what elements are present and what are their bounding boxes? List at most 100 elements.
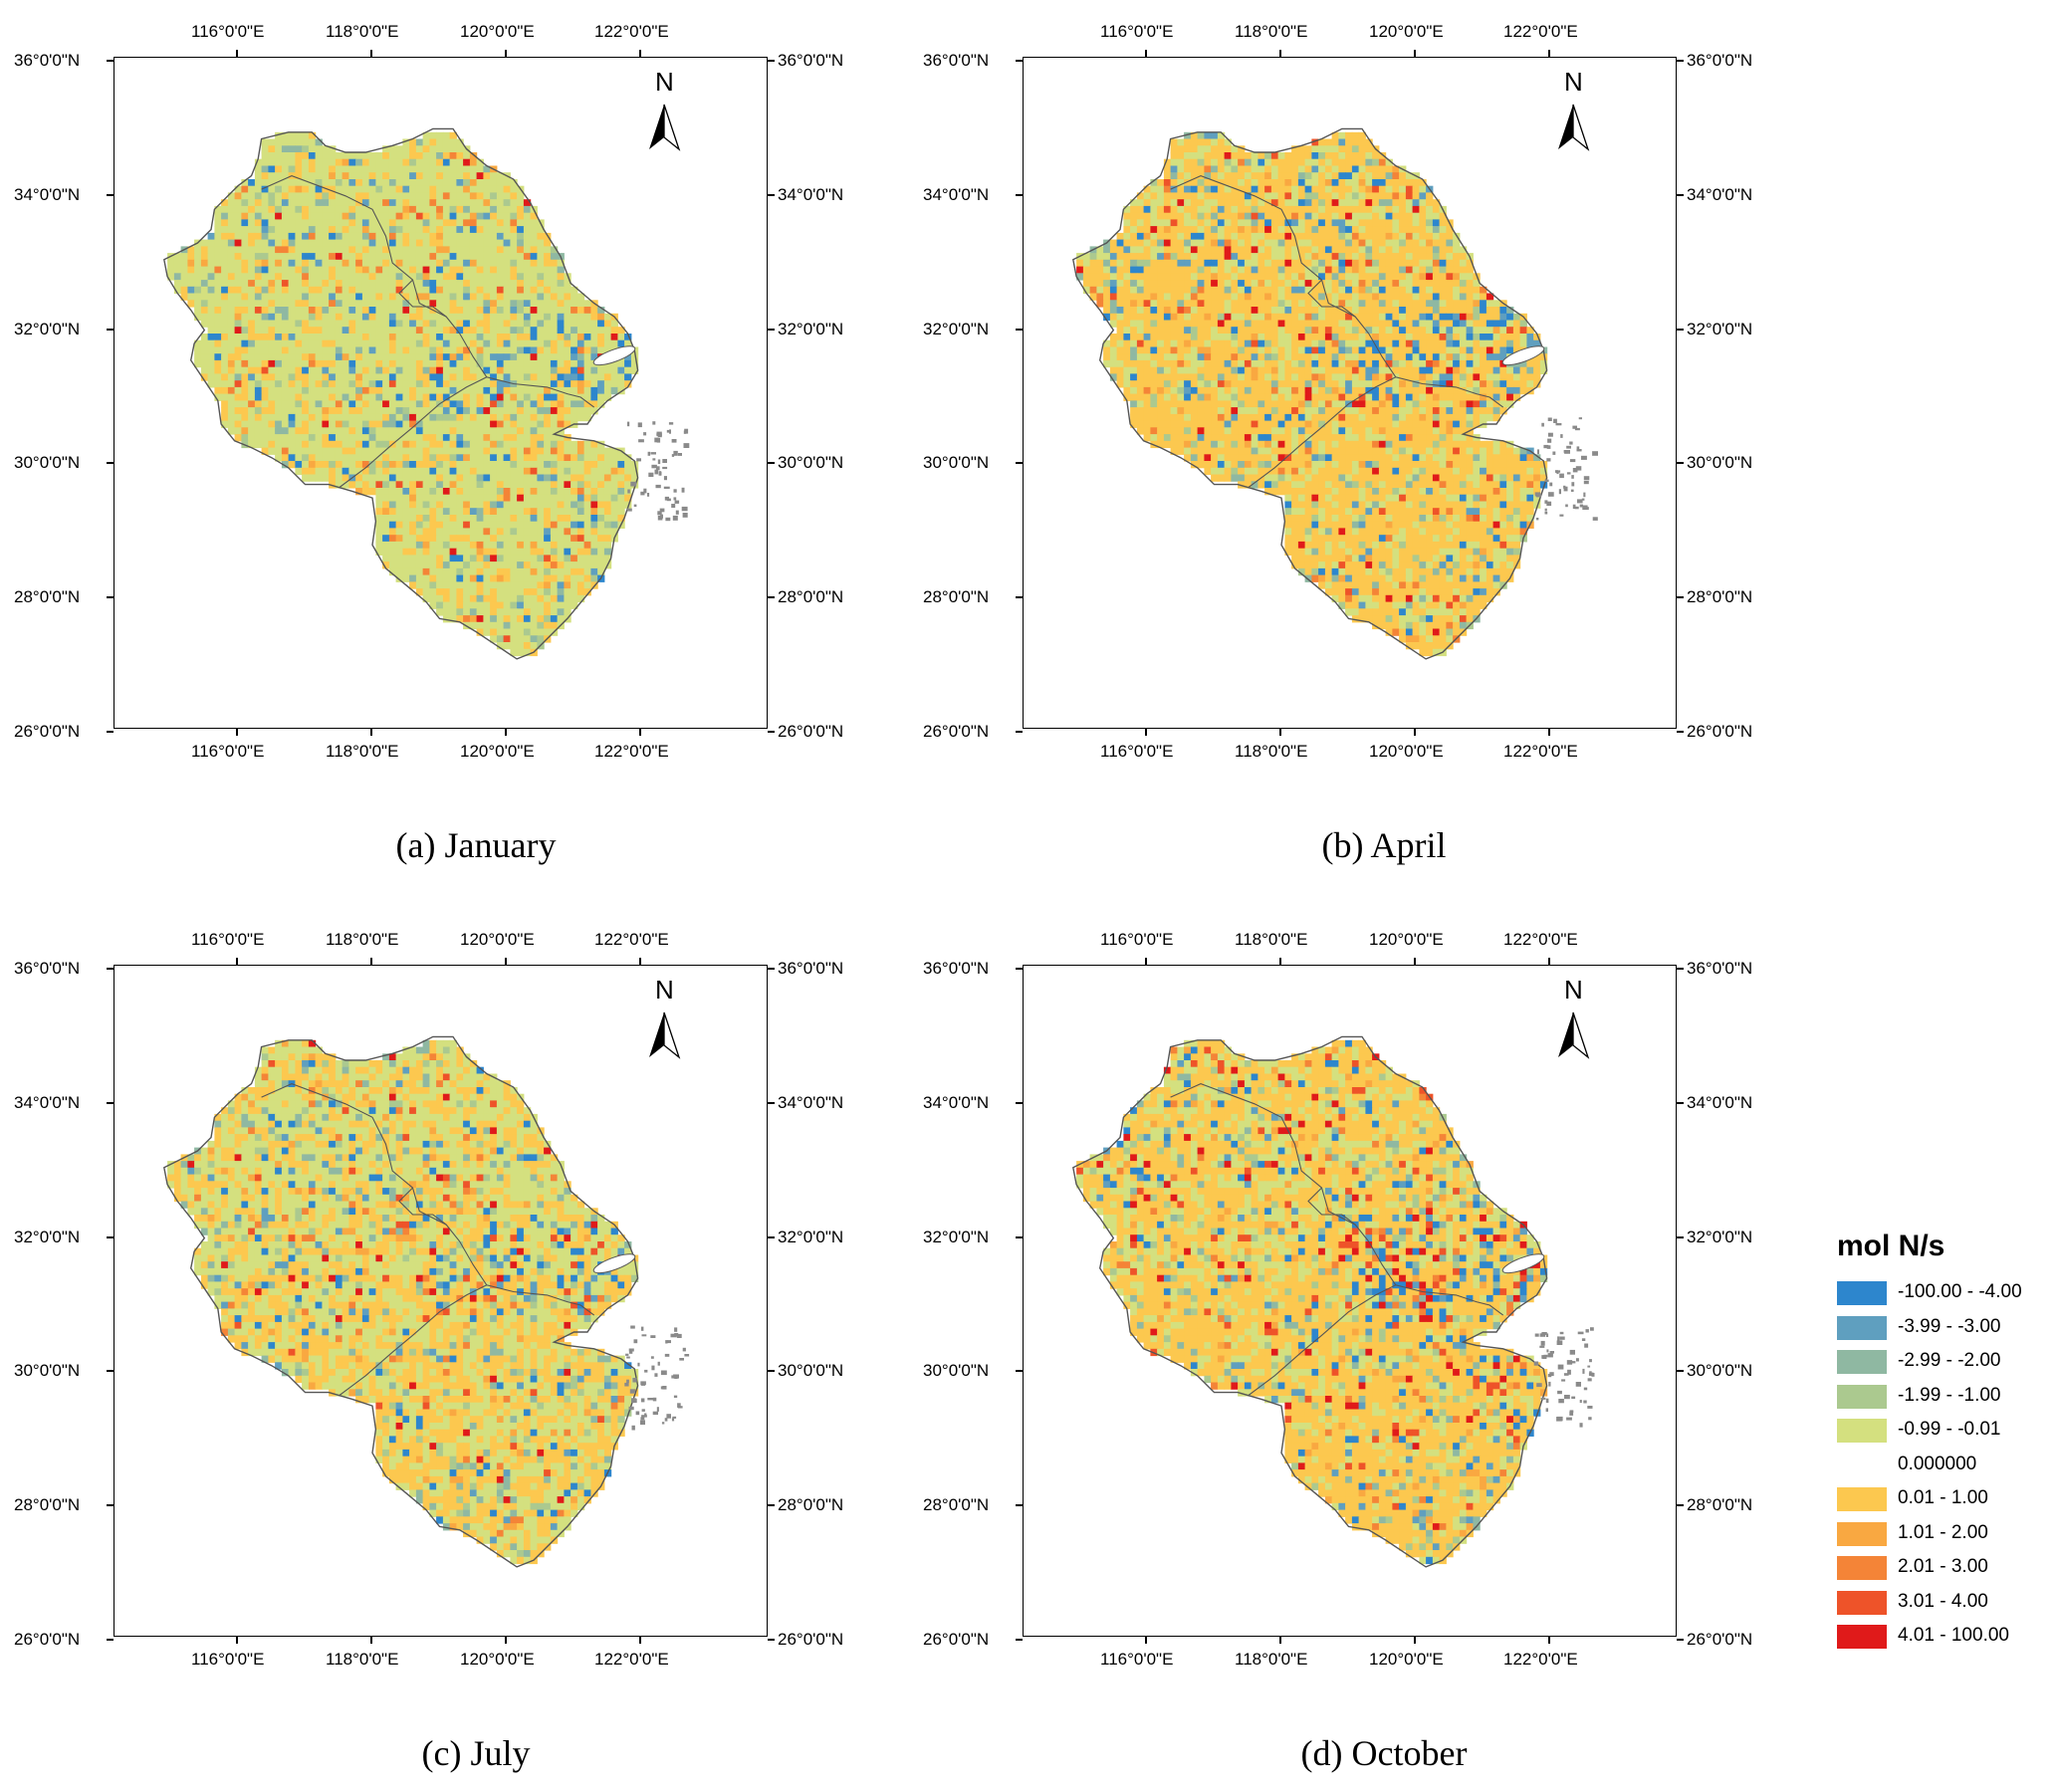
offshore-island xyxy=(1548,1381,1551,1387)
offshore-island xyxy=(1569,459,1576,463)
lon-tick xyxy=(1548,1637,1550,1644)
lon-tick xyxy=(370,50,372,57)
legend-swatch xyxy=(1837,1556,1887,1580)
offshore-island xyxy=(1571,475,1574,479)
offshore-island xyxy=(682,1347,686,1352)
offshore-island xyxy=(1548,492,1554,497)
offshore-island xyxy=(641,1334,647,1337)
offshore-island xyxy=(1539,1333,1546,1337)
province-boundary xyxy=(261,1083,595,1316)
legend-swatch xyxy=(1837,1384,1887,1409)
offshore-island xyxy=(663,476,667,481)
offshore-island xyxy=(1547,417,1552,421)
offshore-island xyxy=(652,458,656,461)
lon-tick xyxy=(505,729,507,736)
offshore-island xyxy=(672,1416,677,1419)
lat-tick xyxy=(1677,1235,1684,1238)
lon-tick xyxy=(236,729,238,736)
offshore-island xyxy=(1584,507,1589,510)
lat-tick xyxy=(1677,731,1684,733)
lat-tick xyxy=(107,1639,114,1641)
offshore-island xyxy=(1549,482,1553,487)
offshore-island xyxy=(641,1409,645,1412)
province-boundary xyxy=(338,1284,488,1397)
lon-label-top: 118°0'0"E xyxy=(1235,930,1308,949)
lon-label-top: 122°0'0"E xyxy=(1503,22,1578,41)
lat-label-right: 26°0'0"N xyxy=(778,1630,844,1649)
offshore-island xyxy=(1557,1364,1564,1370)
lat-label-left: 30°0'0"N xyxy=(923,1361,990,1381)
caption-october: (d) October xyxy=(1300,1733,1468,1773)
offshore-island xyxy=(1581,455,1587,460)
lat-tick xyxy=(768,462,775,465)
region-outline xyxy=(163,1035,639,1568)
lat-label-left: 28°0'0"N xyxy=(14,1495,81,1515)
lat-label-right: 34°0'0"N xyxy=(778,1092,844,1112)
lon-label-bottom: 118°0'0"E xyxy=(326,1650,399,1669)
offshore-island xyxy=(643,432,647,436)
lat-label-left: 36°0'0"N xyxy=(14,51,81,70)
offshore-island xyxy=(662,466,668,470)
offshore-island xyxy=(1553,418,1557,423)
offshore-island xyxy=(1536,518,1539,521)
lon-label-bottom: 122°0'0"E xyxy=(594,742,669,761)
offshore-island xyxy=(647,451,651,456)
legend-label: -0.99 - -0.01 xyxy=(1898,1419,2001,1440)
lat-tick xyxy=(1677,193,1684,196)
lat-tick xyxy=(107,462,114,465)
legend-label: 1.01 - 2.00 xyxy=(1898,1521,1988,1543)
lat-label-right: 28°0'0"N xyxy=(778,1495,844,1515)
offshore-island xyxy=(1540,1340,1545,1346)
lon-label-top: 122°0'0"E xyxy=(1503,930,1578,949)
offshore-island xyxy=(654,469,658,475)
lat-label-left: 30°0'0"N xyxy=(923,453,990,473)
offshore-island xyxy=(1587,1365,1591,1368)
legend-label: 3.01 - 4.00 xyxy=(1898,1590,1988,1612)
lon-label-bottom: 116°0'0"E xyxy=(191,1650,265,1669)
offshore-island xyxy=(1592,451,1598,456)
lon-tick xyxy=(639,958,641,965)
lon-tick xyxy=(1145,958,1147,965)
offshore-island xyxy=(628,1348,634,1352)
offshore-island xyxy=(626,421,630,427)
lat-tick xyxy=(1016,1370,1023,1373)
offshore-island xyxy=(673,1395,678,1398)
lat-tick xyxy=(768,1504,775,1507)
offshore-island xyxy=(1583,481,1589,485)
province-boundary xyxy=(261,175,595,408)
offshore-island xyxy=(640,1398,645,1403)
offshore-island xyxy=(638,439,644,443)
lon-label-bottom: 116°0'0"E xyxy=(1100,742,1174,761)
lon-label-bottom: 118°0'0"E xyxy=(1235,742,1308,761)
lon-label-top: 120°0'0"E xyxy=(460,22,535,41)
offshore-island xyxy=(1583,1400,1587,1404)
province-boundary xyxy=(338,376,488,489)
offshore-island xyxy=(664,1353,670,1357)
lon-tick xyxy=(1279,729,1281,736)
offshore-island xyxy=(1547,1373,1552,1378)
offshore-island xyxy=(1539,1345,1545,1348)
lat-label-right: 28°0'0"N xyxy=(1687,1495,1753,1515)
offshore-island xyxy=(1574,506,1579,510)
province-boundary xyxy=(1307,1187,1356,1226)
province-boundary xyxy=(398,1187,447,1226)
lon-tick xyxy=(505,1637,507,1644)
lat-label-left: 26°0'0"N xyxy=(14,722,81,741)
offshore-island xyxy=(1588,1372,1594,1376)
chongming-island xyxy=(1501,345,1545,366)
north-arrow-label: N xyxy=(655,67,674,97)
offshore-island xyxy=(654,1373,658,1377)
offshore-island xyxy=(659,471,662,476)
lat-label-left: 34°0'0"N xyxy=(14,184,81,204)
offshore-island xyxy=(681,487,685,493)
offshore-island xyxy=(1534,1333,1539,1337)
lat-label-left: 34°0'0"N xyxy=(14,1092,81,1112)
lon-tick xyxy=(1145,50,1147,57)
offshore-island xyxy=(1571,1361,1576,1364)
lon-tick xyxy=(1279,958,1281,965)
lat-label-right: 28°0'0"N xyxy=(1687,587,1753,607)
lat-tick xyxy=(107,1370,114,1373)
legend-label: -1.99 - -1.00 xyxy=(1898,1384,2001,1406)
lat-tick xyxy=(107,193,114,196)
province-boundary xyxy=(1170,1083,1504,1316)
